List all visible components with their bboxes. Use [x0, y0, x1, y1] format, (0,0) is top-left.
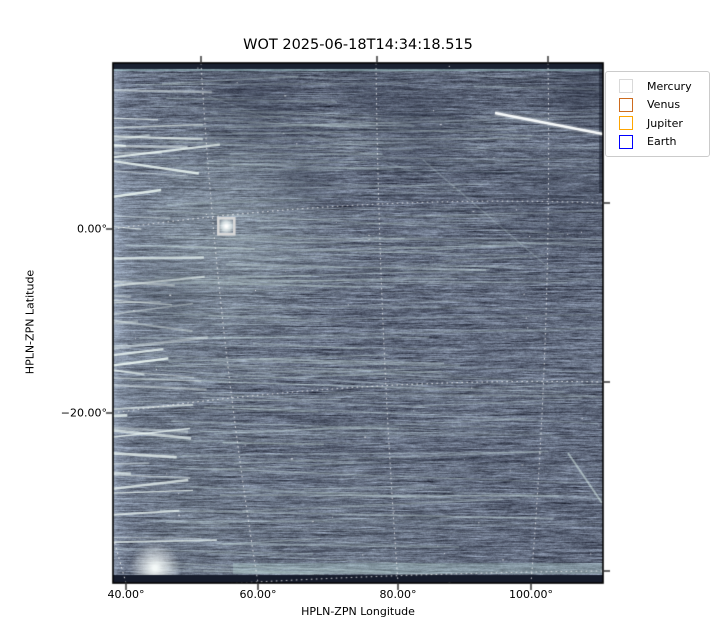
venus-marker-icon — [619, 97, 633, 112]
y-tick-label: 0.00° — [77, 222, 107, 236]
legend-item-venus: Venus — [619, 96, 703, 115]
x-tick-label: 80.00° — [379, 588, 417, 601]
legend-label: Jupiter — [647, 116, 683, 130]
y-tick-label: −20.00° — [60, 406, 107, 420]
plot-title: WOT 2025-06-18T14:34:18.515 — [243, 37, 473, 53]
legend-label: Mercury — [647, 79, 692, 93]
legend-label: Earth — [647, 135, 677, 149]
earth-marker-icon — [619, 134, 633, 149]
x-tick-label: 100.00° — [509, 588, 553, 601]
legend: Mercury Venus Jupiter Earth — [605, 71, 710, 157]
x-axis-label: HPLN-ZPN Longitude — [301, 605, 415, 618]
legend-item-mercury: Mercury — [619, 77, 703, 96]
legend-item-earth: Earth — [619, 133, 703, 152]
y-axis-label: HPLN-ZPN Latitude — [23, 269, 37, 375]
x-tick-label: 40.00° — [107, 588, 145, 601]
mercury-marker-icon — [619, 79, 633, 94]
legend-label: Venus — [647, 98, 681, 112]
legend-item-jupiter: Jupiter — [619, 114, 703, 133]
x-tick-label: 60.00° — [239, 588, 277, 601]
jupiter-marker-icon — [619, 116, 633, 131]
